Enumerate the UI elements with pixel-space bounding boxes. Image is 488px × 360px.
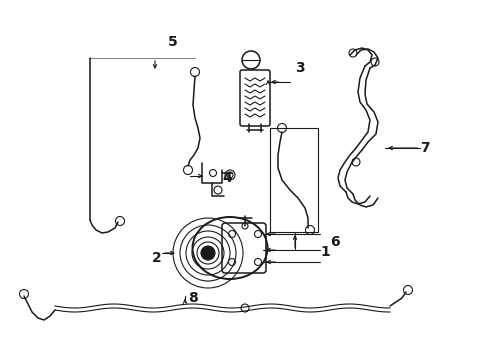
Text: 4: 4 (222, 171, 231, 185)
Text: 3: 3 (294, 61, 304, 75)
Text: 5: 5 (168, 35, 177, 49)
Text: 6: 6 (329, 235, 339, 249)
Circle shape (201, 246, 215, 260)
Text: 2: 2 (152, 251, 162, 265)
Text: 1: 1 (319, 245, 329, 259)
Text: 7: 7 (419, 141, 429, 155)
Text: 8: 8 (187, 291, 197, 305)
